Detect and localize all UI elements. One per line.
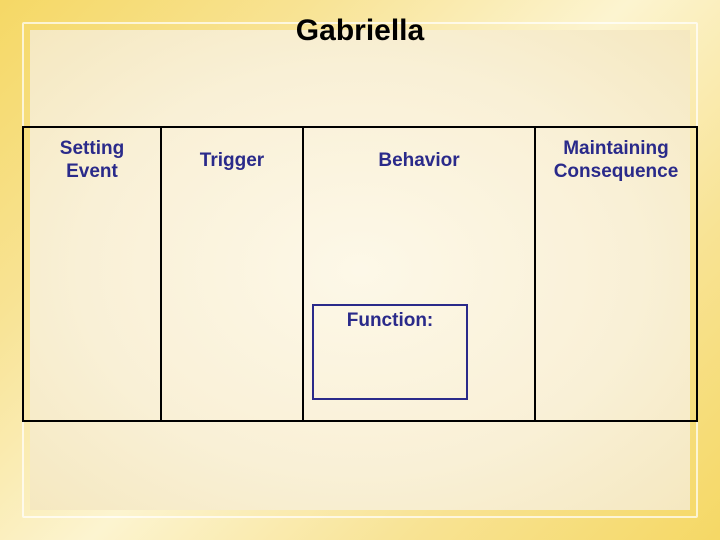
col-header-setting-event: SettingEvent: [24, 138, 160, 184]
col-header-trigger: Trigger: [162, 150, 302, 173]
col-trigger: Trigger: [162, 128, 304, 420]
function-label: Function:: [347, 310, 434, 331]
function-box: Function:: [312, 304, 468, 400]
col-maintaining-consequence: MaintainingConsequence: [536, 128, 696, 420]
behavior-diagram: SettingEvent Trigger Behavior Function: …: [22, 126, 698, 422]
page-title: Gabriella: [0, 14, 720, 48]
col-header-maintaining-consequence: MaintainingConsequence: [536, 138, 696, 184]
col-setting-event: SettingEvent: [24, 128, 162, 420]
col-behavior: Behavior Function:: [304, 128, 536, 420]
col-header-behavior: Behavior: [304, 150, 534, 173]
